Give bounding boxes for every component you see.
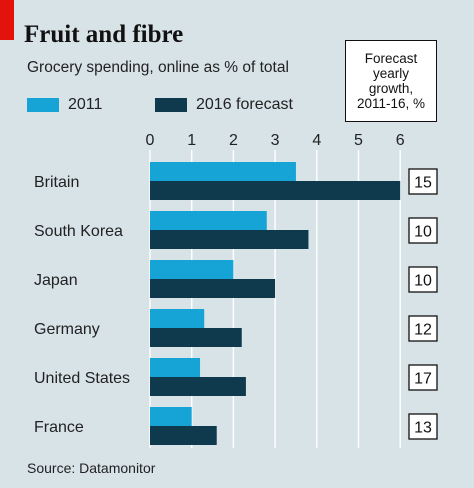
legend-label-2011: 2011 xyxy=(68,96,103,113)
country-label: France xyxy=(34,419,84,436)
growth-value: 15 xyxy=(414,175,432,192)
country-label: Japan xyxy=(34,272,78,289)
chart-subtitle: Grocery spending, online as % of total xyxy=(27,59,289,76)
bar-2011 xyxy=(150,358,201,377)
growth-value: 17 xyxy=(414,371,432,388)
x-tick-label: 1 xyxy=(187,132,196,149)
x-tick-label: 0 xyxy=(146,132,155,149)
x-tick-label: 6 xyxy=(396,132,405,149)
legend-item-2011: 2011 xyxy=(27,96,102,114)
x-tick-label: 4 xyxy=(312,132,321,149)
country-label: United States xyxy=(34,370,130,387)
bar-2011 xyxy=(150,407,192,426)
bar-2011 xyxy=(150,260,234,279)
growth-value-box xyxy=(408,266,438,293)
bar-2016-forecast xyxy=(150,377,246,396)
bar-2016-forecast xyxy=(150,328,242,347)
legend-label-2016-forecast: 2016 forecast xyxy=(196,96,293,113)
country-label: Germany xyxy=(34,321,100,338)
bar-2016-forecast xyxy=(150,426,217,445)
growth-value: 12 xyxy=(414,322,432,339)
growth-value: 10 xyxy=(414,224,432,241)
growth-value-box xyxy=(408,217,438,244)
bar-2016-forecast xyxy=(150,279,276,298)
chart-title: Fruit and fibre xyxy=(24,21,184,48)
growth-value-box xyxy=(408,315,438,342)
forecast-growth-header: Forecast yearly growth, 2011-16, % xyxy=(345,40,437,122)
growth-value-box xyxy=(408,413,438,440)
legend-swatch-2011 xyxy=(27,98,59,112)
legend-swatch-2016-forecast xyxy=(155,98,187,112)
bar-2011 xyxy=(150,309,205,328)
country-label: Britain xyxy=(34,174,79,191)
bar-2011 xyxy=(150,211,267,230)
growth-value-box xyxy=(408,168,438,195)
legend-item-2016-forecast: 2016 forecast xyxy=(155,96,293,114)
growth-value: 10 xyxy=(414,273,432,290)
growth-value: 13 xyxy=(414,420,432,437)
x-tick-label: 3 xyxy=(271,132,280,149)
growth-value-box xyxy=(408,364,438,391)
x-tick-label: 2 xyxy=(229,132,238,149)
bar-2016-forecast xyxy=(150,181,401,200)
country-label: South Korea xyxy=(34,223,123,240)
source-note: Source: Datamonitor xyxy=(27,460,156,476)
bar-2011 xyxy=(150,162,296,181)
red-accent-tab xyxy=(0,0,14,40)
bar-2016-forecast xyxy=(150,230,309,249)
x-tick-label: 5 xyxy=(354,132,363,149)
